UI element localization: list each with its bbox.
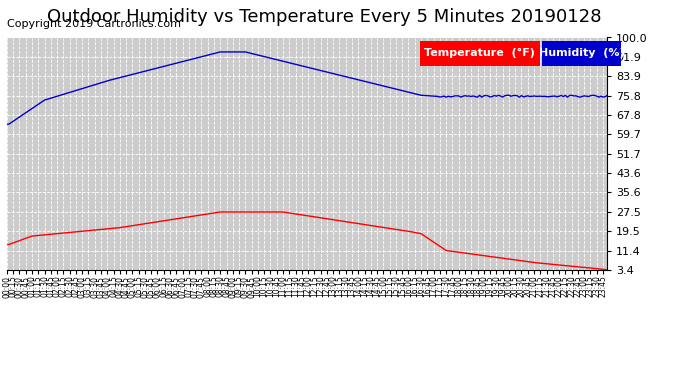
Bar — [542, 41, 621, 66]
Bar — [420, 41, 540, 66]
Text: Temperature  (°F): Temperature (°F) — [424, 48, 535, 58]
Text: Copyright 2019 Cartronics.com: Copyright 2019 Cartronics.com — [7, 19, 181, 29]
Text: Humidity  (%): Humidity (%) — [538, 48, 624, 58]
Text: Outdoor Humidity vs Temperature Every 5 Minutes 20190128: Outdoor Humidity vs Temperature Every 5 … — [47, 8, 602, 26]
